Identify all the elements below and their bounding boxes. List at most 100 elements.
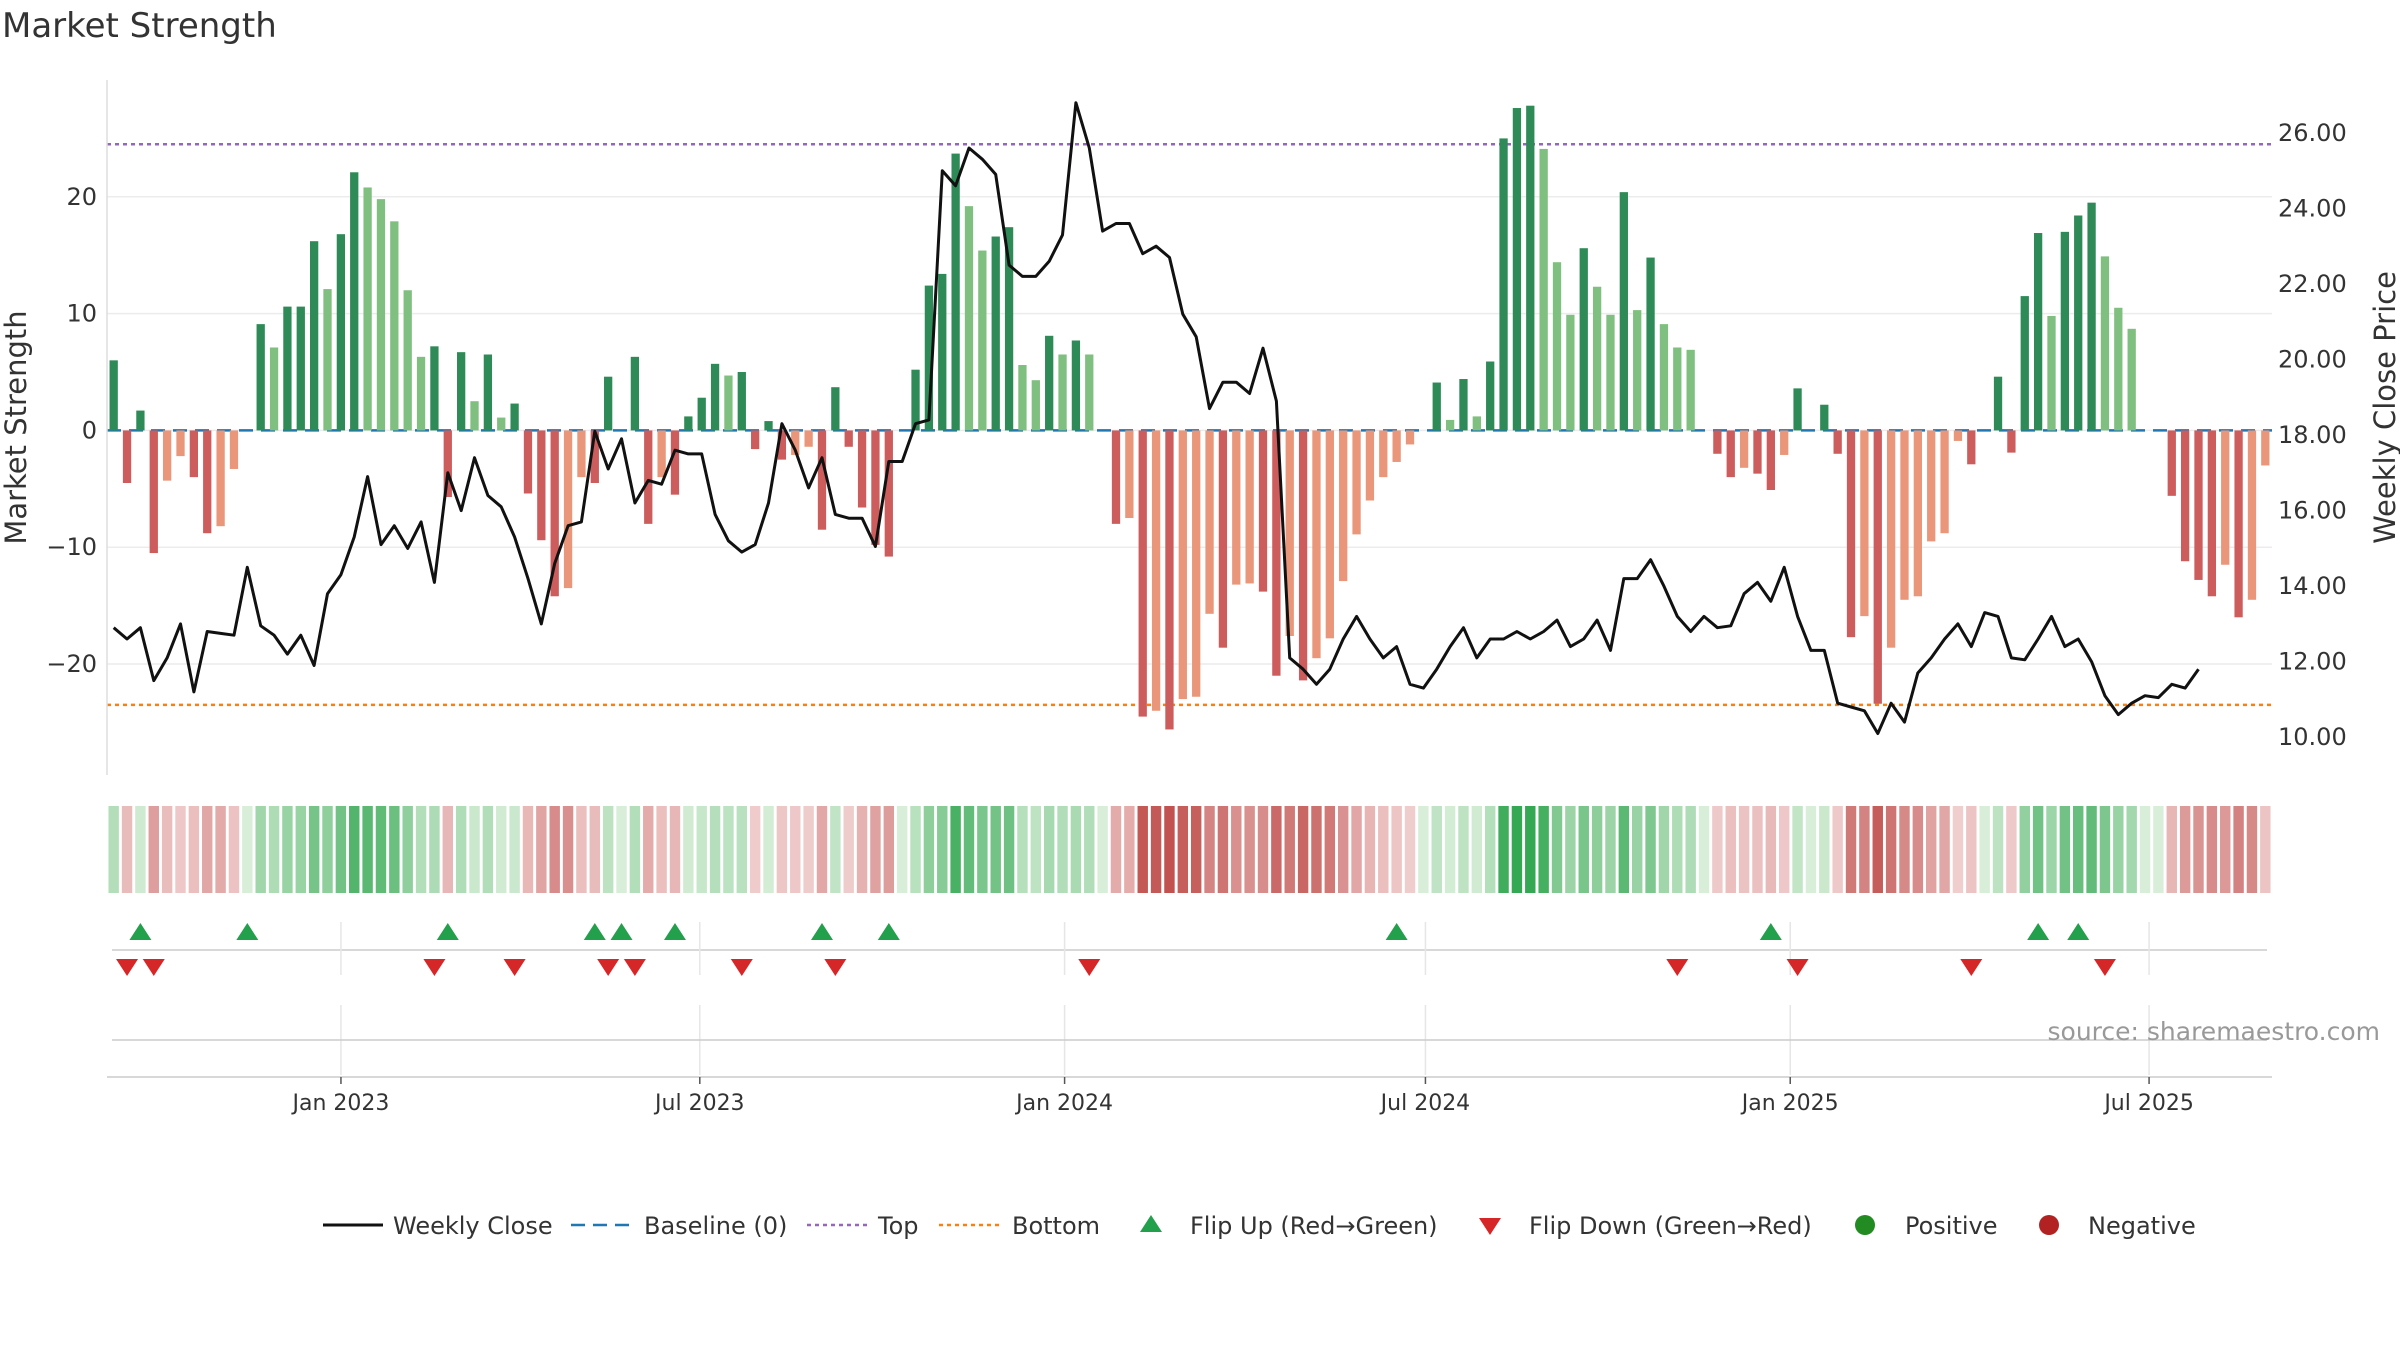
heat-cell xyxy=(1137,806,1148,893)
strength-bar xyxy=(563,430,573,589)
flip-down-marker xyxy=(1078,959,1101,976)
heat-cell xyxy=(362,806,373,893)
strength-bar xyxy=(670,430,680,495)
strength-bar xyxy=(390,221,399,431)
legend-negative-swatch xyxy=(2039,1215,2059,1235)
y-left-tick-label: 0 xyxy=(82,416,97,444)
strength-bar xyxy=(1339,430,1348,582)
heat-cell xyxy=(1511,806,1523,893)
heat-cell xyxy=(830,806,841,893)
strength-bar xyxy=(884,430,893,557)
legend-flip-down-swatch xyxy=(1479,1218,1501,1235)
heat-cell xyxy=(1912,806,1924,893)
strength-bar xyxy=(1058,354,1067,431)
flip-down-marker xyxy=(730,959,753,976)
strength-bar xyxy=(1392,430,1401,462)
strength-bar xyxy=(122,430,132,483)
strength-bar xyxy=(510,403,519,431)
heat-cell xyxy=(910,806,921,893)
flip-up-marker xyxy=(610,923,633,940)
strength-bar xyxy=(350,172,359,431)
strength-bar xyxy=(470,401,479,431)
strength-bar xyxy=(149,430,158,554)
flip-down-marker xyxy=(2093,959,2116,976)
strength-bar xyxy=(1432,382,1441,431)
strength-bar xyxy=(844,430,853,447)
heat-cell xyxy=(108,806,119,893)
heat-cell xyxy=(2113,806,2124,893)
legend-label: Top xyxy=(877,1212,919,1240)
strength-bar xyxy=(2221,430,2230,565)
weekly-close-line xyxy=(112,101,2200,735)
heat-cell xyxy=(549,806,560,893)
strength-bar xyxy=(457,352,466,431)
flip-down-marker xyxy=(503,959,526,976)
heat-cell xyxy=(1257,806,1269,893)
strength-bar xyxy=(857,430,867,508)
legend-label: Weekly Close xyxy=(393,1212,553,1240)
heat-cell xyxy=(2153,806,2164,893)
heat-cell xyxy=(736,806,748,893)
strength-bar xyxy=(336,234,346,431)
strength-bar xyxy=(216,430,225,527)
heat-cell xyxy=(2086,806,2097,893)
strength-bar xyxy=(136,410,145,431)
heat-cell xyxy=(1778,806,1790,893)
flip-up-marker xyxy=(2027,923,2050,940)
heat-cell xyxy=(1832,806,1843,893)
strength-bar xyxy=(777,430,787,460)
strength-bar xyxy=(1953,430,1963,441)
heat-cell xyxy=(776,806,788,893)
flip-up-marker xyxy=(663,923,686,940)
heat-cell xyxy=(1645,806,1656,893)
heat-cell xyxy=(469,806,480,893)
strength-bar xyxy=(1138,430,1147,717)
heat-cell xyxy=(616,806,627,893)
heat-cell xyxy=(883,806,895,893)
legend-positive-swatch xyxy=(1855,1215,1875,1235)
heat-cell xyxy=(1418,806,1429,893)
heat-cell xyxy=(1177,806,1189,893)
heat-cell xyxy=(1765,806,1777,893)
strength-bar xyxy=(2167,430,2176,496)
strength-bar xyxy=(1873,430,1882,704)
heat-cell xyxy=(121,806,133,893)
heat-cell xyxy=(1712,806,1723,893)
strength-bar xyxy=(1606,314,1615,431)
y-right-tick-label: 26.00 xyxy=(2278,119,2347,147)
heat-cell xyxy=(1939,806,1950,893)
empty-panel xyxy=(112,1005,2267,1075)
heat-cell xyxy=(1605,806,1616,893)
strength-bar xyxy=(256,324,265,431)
strength-bar xyxy=(1111,430,1121,524)
heat-cell xyxy=(950,806,961,893)
strength-bar xyxy=(1766,430,1775,490)
strength-bar xyxy=(791,430,800,455)
heat-cell xyxy=(1017,806,1028,893)
strength-bar xyxy=(376,199,386,431)
strength-bar xyxy=(1552,262,1562,431)
strength-bar xyxy=(1405,430,1415,445)
strength-bar xyxy=(1726,430,1735,478)
strength-bar xyxy=(269,347,279,431)
heat-cell xyxy=(963,806,975,893)
heat-cell xyxy=(2260,806,2271,893)
strength-bar xyxy=(1298,430,1308,681)
heat-cell xyxy=(1752,806,1763,893)
strength-bar xyxy=(1967,430,1976,465)
heat-cell xyxy=(1364,806,1376,893)
strength-bar xyxy=(2033,233,2043,431)
heat-cell xyxy=(308,806,320,893)
strength-bar xyxy=(1245,430,1254,584)
heat-cell xyxy=(2233,806,2244,893)
heat-cell xyxy=(896,806,908,893)
strength-bar xyxy=(1539,148,1548,431)
strength-bar xyxy=(1820,404,1829,431)
heat-cell xyxy=(2246,806,2258,893)
reference-lines xyxy=(107,142,2272,707)
x-tick-label: Jan 2025 xyxy=(1740,1091,1839,1116)
strength-bar xyxy=(1780,430,1789,455)
heat-cell xyxy=(1631,806,1643,893)
heat-cell xyxy=(763,806,774,893)
